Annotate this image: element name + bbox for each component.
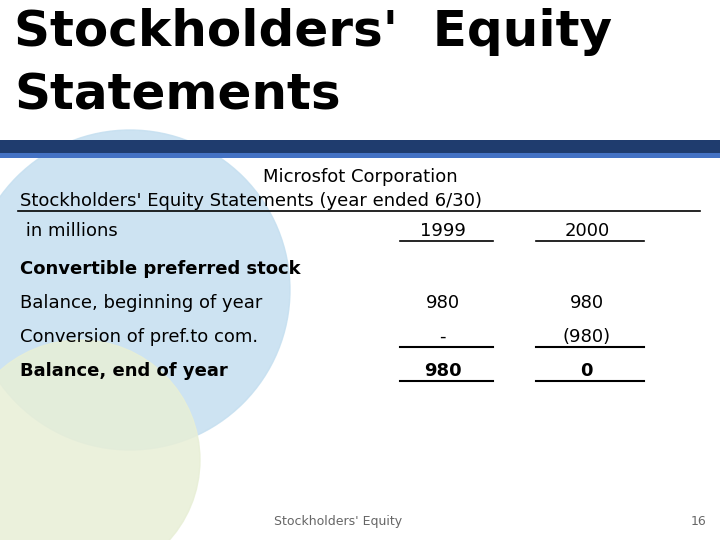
Text: 1999: 1999 xyxy=(420,222,466,240)
Text: Balance, end of year: Balance, end of year xyxy=(20,362,228,380)
Text: Microsfot Corporation: Microsfot Corporation xyxy=(263,168,457,186)
Text: Convertible preferred stock: Convertible preferred stock xyxy=(20,260,301,278)
Text: Statements: Statements xyxy=(14,72,341,120)
Text: Stockholders'  Equity: Stockholders' Equity xyxy=(14,8,612,56)
Circle shape xyxy=(0,340,200,540)
Text: 980: 980 xyxy=(424,362,462,380)
Text: in millions: in millions xyxy=(20,222,118,240)
Text: (980): (980) xyxy=(563,328,611,346)
Circle shape xyxy=(0,130,290,450)
Text: 16: 16 xyxy=(690,515,706,528)
Text: -: - xyxy=(439,328,446,346)
Text: 980: 980 xyxy=(570,294,604,312)
Text: 0: 0 xyxy=(580,362,593,380)
Text: Balance, beginning of year: Balance, beginning of year xyxy=(20,294,262,312)
Bar xyxy=(0,153,720,158)
Text: Stockholders' Equity Statements (year ended 6/30): Stockholders' Equity Statements (year en… xyxy=(20,192,482,210)
Text: 2000: 2000 xyxy=(564,222,609,240)
Bar xyxy=(0,140,720,154)
Text: Stockholders' Equity: Stockholders' Equity xyxy=(274,515,402,528)
Text: 980: 980 xyxy=(426,294,460,312)
Text: Conversion of pref.to com.: Conversion of pref.to com. xyxy=(20,328,258,346)
